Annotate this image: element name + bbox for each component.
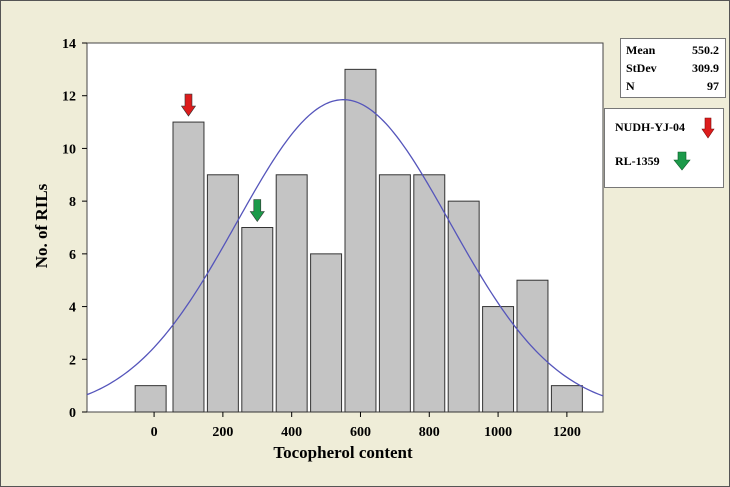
- green-down-arrow-icon: [673, 151, 691, 171]
- red-down-arrow-icon: [701, 117, 715, 139]
- histogram-bar: [550, 385, 583, 413]
- histogram-bar: [413, 174, 446, 413]
- histogram-bar: [310, 253, 343, 413]
- legend-box: NUDH-YJ-04 RL-1359: [604, 108, 724, 188]
- x-tick-label: 400: [281, 425, 302, 440]
- statistics-box: Mean 550.2 StDev 309.9 N 97: [620, 38, 726, 98]
- stat-label: StDev: [626, 61, 657, 75]
- histogram-bar: [134, 385, 167, 413]
- marker-arrow: [249, 199, 265, 223]
- stat-label: N: [626, 79, 635, 93]
- stat-row-stdev: StDev 309.9: [626, 59, 719, 77]
- y-tick-label: 12: [62, 90, 76, 105]
- y-tick-label: 4: [69, 301, 76, 316]
- stat-value: 97: [707, 79, 719, 93]
- marker-arrow: [180, 93, 197, 117]
- histogram-bar: [241, 227, 274, 413]
- y-tick-label: 6: [69, 248, 76, 263]
- x-tick-label: 1000: [484, 425, 512, 440]
- x-tick-label: 200: [212, 425, 233, 440]
- stat-row-mean: Mean 550.2: [626, 41, 719, 59]
- histogram-bar: [344, 68, 377, 413]
- histogram-bar: [482, 306, 515, 413]
- histogram-bar: [516, 279, 549, 413]
- histogram-bar: [206, 174, 239, 413]
- y-tick-label: 0: [69, 406, 76, 421]
- y-tick-label: 14: [62, 37, 76, 52]
- x-tick-label: 600: [350, 425, 371, 440]
- legend-label: NUDH-YJ-04: [615, 120, 685, 134]
- x-tick-label: 800: [419, 425, 440, 440]
- y-axis-title: No. of RILs: [32, 183, 51, 268]
- stat-value: 550.2: [692, 43, 719, 57]
- stat-label: Mean: [626, 43, 656, 57]
- x-tick-label: 1200: [553, 425, 581, 440]
- stat-row-n: N 97: [626, 77, 719, 95]
- y-tick-label: 2: [69, 353, 76, 368]
- legend-label: RL-1359: [615, 154, 660, 168]
- y-tick-label: 10: [62, 142, 76, 157]
- legend-item-nudh: NUDH-YJ-04: [615, 117, 715, 139]
- y-tick-label: 8: [69, 195, 76, 210]
- histogram-bar: [172, 121, 205, 413]
- stat-value: 309.9: [692, 61, 719, 75]
- normal-fit-curve: [86, 99, 604, 397]
- legend-item-rl: RL-1359: [615, 151, 691, 171]
- histogram-bar: [447, 200, 480, 413]
- histogram-bar: [378, 174, 411, 413]
- x-axis-title: Tocopherol content: [273, 443, 413, 462]
- x-tick-label: 0: [151, 425, 158, 440]
- histogram-bar: [275, 174, 308, 413]
